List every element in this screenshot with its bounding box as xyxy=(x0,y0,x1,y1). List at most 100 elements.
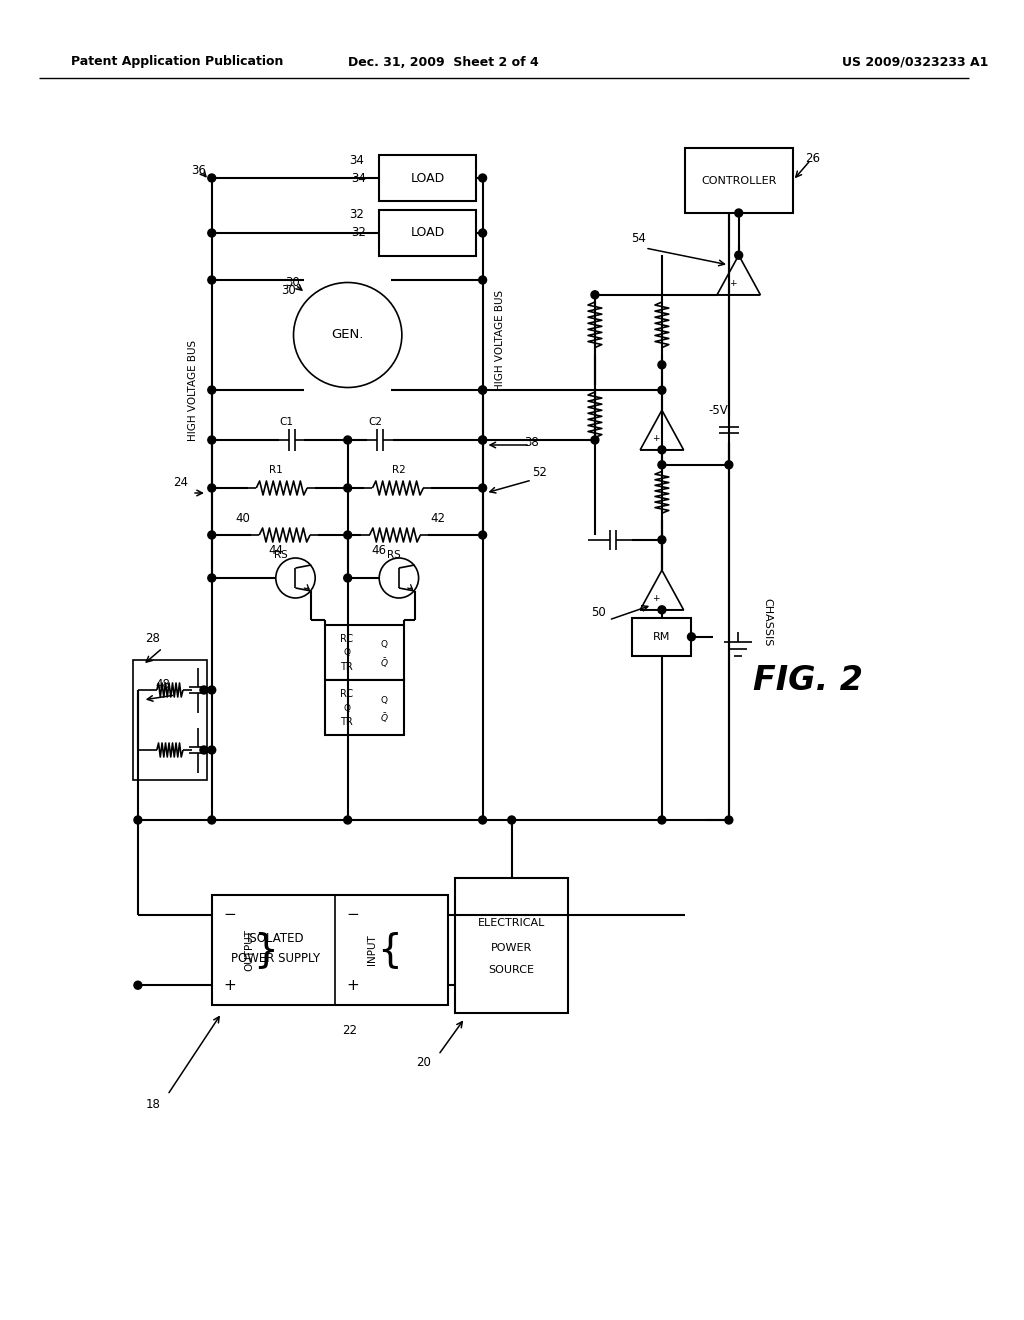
Circle shape xyxy=(658,816,666,824)
Text: RS: RS xyxy=(273,550,288,560)
Text: RC: RC xyxy=(340,689,353,700)
Text: Patent Application Publication: Patent Application Publication xyxy=(71,55,284,69)
Text: }: } xyxy=(254,931,279,969)
Circle shape xyxy=(725,816,733,824)
Text: +: + xyxy=(652,594,659,603)
Text: 32: 32 xyxy=(351,227,367,239)
Circle shape xyxy=(208,276,216,284)
Bar xyxy=(379,154,476,201)
Ellipse shape xyxy=(294,282,401,388)
Circle shape xyxy=(478,276,486,284)
Text: CONTROLLER: CONTROLLER xyxy=(701,176,776,186)
Text: {: { xyxy=(378,931,402,969)
Text: POWER SUPPLY: POWER SUPPLY xyxy=(231,952,321,965)
Circle shape xyxy=(208,484,216,492)
Text: RS: RS xyxy=(387,550,400,560)
Circle shape xyxy=(344,484,351,492)
Text: POWER: POWER xyxy=(492,944,532,953)
Text: ELECTRICAL: ELECTRICAL xyxy=(478,917,546,928)
Text: Q: Q xyxy=(381,640,388,649)
Circle shape xyxy=(478,385,486,393)
Text: 50: 50 xyxy=(592,606,606,619)
Text: HIGH VOLTAGE BUS: HIGH VOLTAGE BUS xyxy=(496,289,506,391)
Text: LOAD: LOAD xyxy=(411,227,444,239)
Circle shape xyxy=(478,436,486,444)
Text: LOAD: LOAD xyxy=(411,172,444,185)
Text: 32: 32 xyxy=(349,209,365,222)
Text: 34: 34 xyxy=(349,153,365,166)
Text: 30: 30 xyxy=(282,284,296,297)
Text: −: − xyxy=(223,907,236,923)
Circle shape xyxy=(478,228,486,238)
Text: 40: 40 xyxy=(236,511,251,524)
Text: US 2009/0323233 A1: US 2009/0323233 A1 xyxy=(842,55,988,69)
Text: +: + xyxy=(652,434,659,444)
Text: 46: 46 xyxy=(372,544,387,557)
Text: Q: Q xyxy=(343,648,350,657)
Circle shape xyxy=(478,436,486,444)
Text: INPUT: INPUT xyxy=(368,935,377,965)
Circle shape xyxy=(208,385,216,393)
Circle shape xyxy=(658,536,666,544)
Bar xyxy=(455,878,568,1012)
Circle shape xyxy=(658,461,666,469)
Text: TR: TR xyxy=(340,663,353,672)
Circle shape xyxy=(208,816,216,824)
Circle shape xyxy=(478,174,486,182)
Text: OUTPUT: OUTPUT xyxy=(244,929,254,972)
Polygon shape xyxy=(717,255,761,294)
Text: Q: Q xyxy=(381,696,388,705)
Text: RM: RM xyxy=(653,632,671,642)
Bar xyxy=(685,148,793,213)
Text: 38: 38 xyxy=(524,437,540,450)
Circle shape xyxy=(687,632,695,640)
Circle shape xyxy=(344,436,351,444)
Circle shape xyxy=(208,174,216,182)
Circle shape xyxy=(208,228,216,238)
Circle shape xyxy=(658,387,666,395)
Circle shape xyxy=(591,290,599,298)
Text: CHASSIS: CHASSIS xyxy=(762,598,772,645)
Text: +: + xyxy=(729,280,736,288)
Circle shape xyxy=(344,816,351,824)
Circle shape xyxy=(208,436,216,444)
Text: SOURCE: SOURCE xyxy=(488,965,535,974)
Circle shape xyxy=(478,816,486,824)
Circle shape xyxy=(344,574,351,582)
Text: 54: 54 xyxy=(631,231,646,244)
Circle shape xyxy=(208,574,216,582)
Text: +: + xyxy=(346,978,358,993)
Text: +: + xyxy=(223,978,236,993)
Circle shape xyxy=(658,446,666,454)
Text: Q: Q xyxy=(343,704,350,713)
Circle shape xyxy=(725,461,733,469)
Text: Dec. 31, 2009  Sheet 2 of 4: Dec. 31, 2009 Sheet 2 of 4 xyxy=(348,55,539,69)
Text: 30: 30 xyxy=(285,276,300,289)
Circle shape xyxy=(735,251,742,259)
Text: 18: 18 xyxy=(145,1098,160,1111)
Circle shape xyxy=(344,531,351,539)
Circle shape xyxy=(478,385,486,393)
Text: C2: C2 xyxy=(369,417,382,426)
Text: 52: 52 xyxy=(532,466,547,479)
Text: R1: R1 xyxy=(269,465,283,475)
Circle shape xyxy=(508,816,516,824)
Circle shape xyxy=(658,360,666,368)
Circle shape xyxy=(208,686,216,694)
Text: TR: TR xyxy=(340,717,353,727)
Circle shape xyxy=(200,746,208,754)
Text: −: − xyxy=(346,907,358,923)
Text: GEN.: GEN. xyxy=(332,329,364,342)
Text: FIG. 2: FIG. 2 xyxy=(753,664,862,697)
Text: 20: 20 xyxy=(416,1056,431,1069)
Text: 34: 34 xyxy=(351,172,367,185)
Text: RC: RC xyxy=(340,634,353,644)
Circle shape xyxy=(200,686,208,694)
Text: 44: 44 xyxy=(268,544,284,557)
Circle shape xyxy=(208,746,216,754)
Circle shape xyxy=(658,606,666,614)
Circle shape xyxy=(478,531,486,539)
Text: 48: 48 xyxy=(155,678,170,692)
Circle shape xyxy=(379,558,419,598)
Text: 28: 28 xyxy=(145,631,160,644)
